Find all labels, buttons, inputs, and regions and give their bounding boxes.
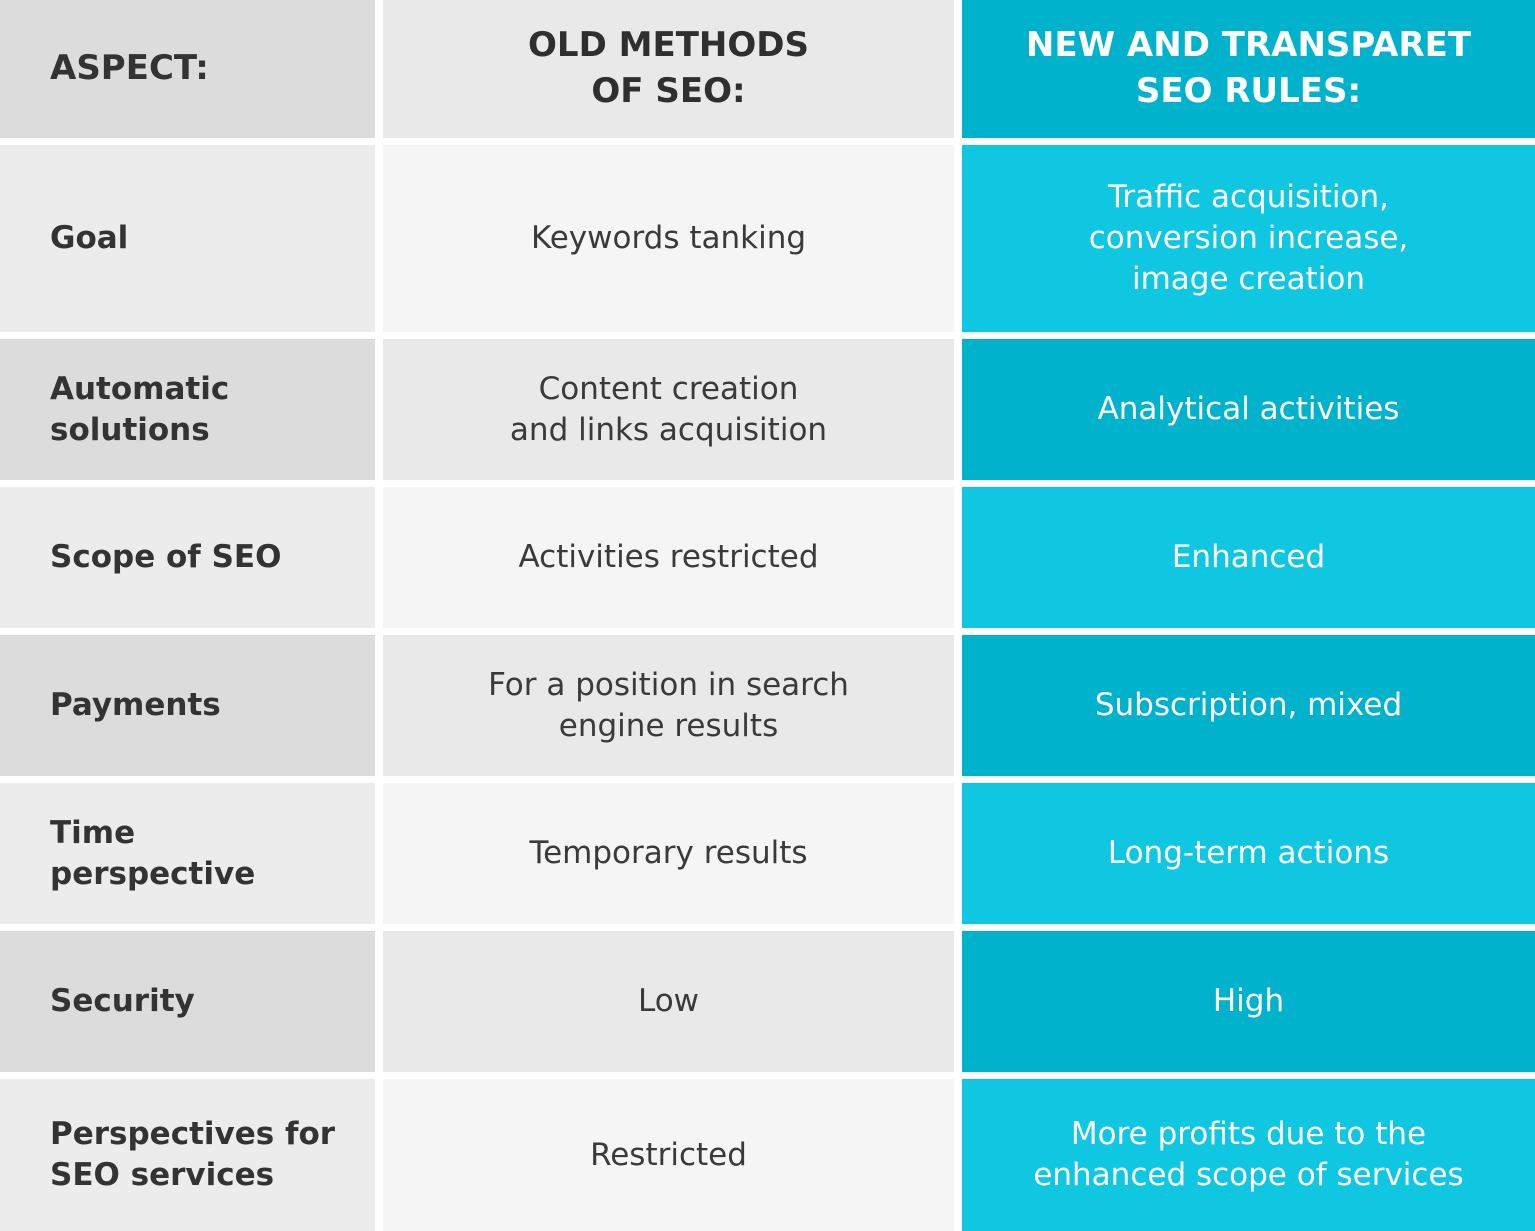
- scope-of-seo-aspect-label: Scope of SEO: [0, 487, 375, 628]
- time-perspective-aspect-label: Time perspective: [0, 783, 375, 924]
- header-aspect: ASPECT:: [0, 0, 375, 138]
- automatic-solutions-aspect-label: Automatic solutions: [0, 339, 375, 480]
- payments-old-value: For a position in search engine results: [383, 635, 954, 776]
- time-perspective-old-value: Temporary results: [383, 783, 954, 924]
- perspectives-aspect-label: Perspectives for SEO services: [0, 1079, 375, 1231]
- goal-aspect-label: Goal: [0, 145, 375, 332]
- security-aspect-label: Security: [0, 931, 375, 1072]
- security-old-value: Low: [383, 931, 954, 1072]
- goal-old-value: Keywords tanking: [383, 145, 954, 332]
- scope-of-seo-new-value: Enhanced: [962, 487, 1535, 628]
- perspectives-old-value: Restricted: [383, 1079, 954, 1231]
- goal-new-value: Traffic acquisition, conversion increase…: [962, 145, 1535, 332]
- header-new-rules: NEW AND TRANSPARET SEO RULES:: [962, 0, 1535, 138]
- payments-new-value: Subscription, mixed: [962, 635, 1535, 776]
- time-perspective-new-value: Long-term actions: [962, 783, 1535, 924]
- security-new-value: High: [962, 931, 1535, 1072]
- automatic-solutions-old-value: Content creation and links acquisition: [383, 339, 954, 480]
- payments-aspect-label: Payments: [0, 635, 375, 776]
- scope-of-seo-old-value: Activities restricted: [383, 487, 954, 628]
- automatic-solutions-new-value: Analytical activities: [962, 339, 1535, 480]
- perspectives-new-value: More profits due to the enhanced scope o…: [962, 1079, 1535, 1231]
- header-old-methods: OLD METHODS OF SEO:: [383, 0, 954, 138]
